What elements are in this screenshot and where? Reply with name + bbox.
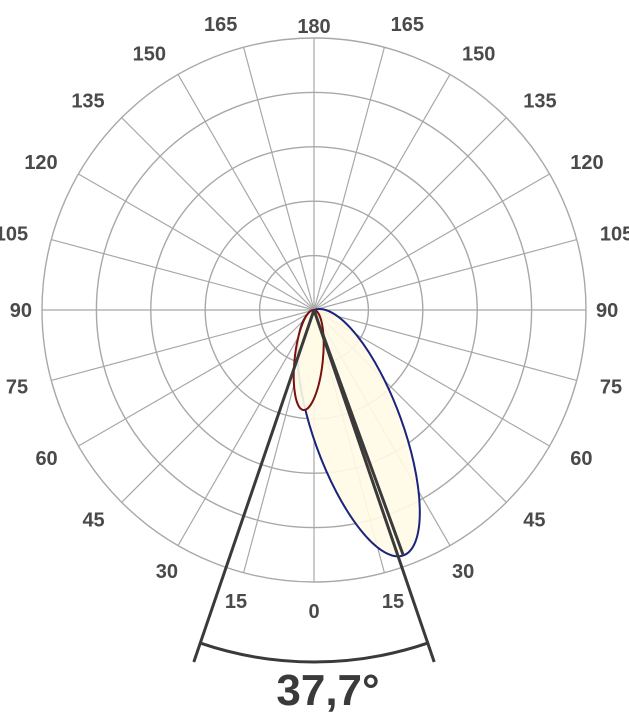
grid-spoke: [313, 47, 385, 311]
grid-spoke: [51, 309, 315, 381]
grid-spoke: [177, 74, 315, 311]
beam-edge-right: [312, 309, 436, 663]
tick-left-0: 0: [308, 601, 319, 623]
grid-spoke: [313, 309, 577, 381]
tick-right-165: 165: [391, 14, 424, 36]
beam-angle-label: 37,7°: [276, 666, 379, 715]
beam-angle-indicator: [192, 309, 436, 664]
grid-spoke: [78, 173, 315, 311]
grid-spoke: [121, 117, 315, 311]
tick-left-165: 165: [204, 14, 237, 36]
grid-spoke: [243, 47, 315, 311]
tick-right-30: 30: [452, 561, 474, 583]
tick-right-120: 120: [570, 152, 603, 174]
tick-right-15: 15: [382, 591, 404, 613]
series-curve-2: [292, 308, 325, 412]
tick-left-45: 45: [82, 509, 104, 531]
tick-left-15: 15: [225, 591, 247, 613]
tick-left-75: 75: [6, 377, 28, 399]
tick-left-120: 120: [24, 152, 57, 174]
tick-left-135: 135: [71, 91, 104, 113]
grid-spoke: [51, 239, 315, 311]
tick-right-135: 135: [523, 91, 556, 113]
tick-right-60: 60: [570, 448, 592, 470]
grid-spoke: [121, 309, 315, 503]
grid-spoke: [313, 173, 550, 311]
tick-left-105: 105: [0, 223, 28, 245]
grid-spoke: [313, 74, 451, 311]
tick-left-30: 30: [156, 561, 178, 583]
tick-right-150: 150: [462, 44, 495, 66]
beam-arc: [199, 641, 429, 664]
grid-spoke: [313, 239, 577, 311]
tick-right-105: 105: [600, 223, 629, 245]
tick-left-180: 180: [297, 16, 330, 38]
grid-spoke: [78, 309, 315, 447]
beam-edge-left: [192, 309, 316, 663]
tick-right-75: 75: [600, 377, 622, 399]
tick-right-45: 45: [523, 509, 545, 531]
tick-left-150: 150: [133, 44, 166, 66]
grid-spoke: [313, 117, 507, 311]
grid-spoke: [177, 309, 315, 546]
tick-left-90: 90: [10, 300, 32, 322]
polar-grid: [41, 37, 587, 583]
tick-right-90: 90: [596, 300, 618, 322]
tick-left-60: 60: [35, 448, 57, 470]
